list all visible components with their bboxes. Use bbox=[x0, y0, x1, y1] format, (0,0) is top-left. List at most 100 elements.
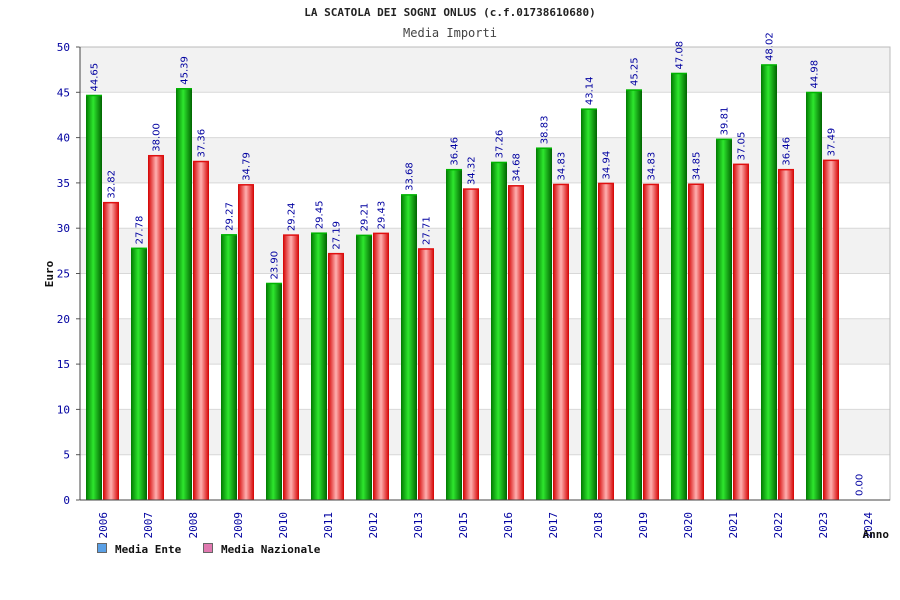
bar-ente bbox=[446, 169, 462, 500]
x-tick-label: 2016 bbox=[502, 512, 515, 539]
data-label: 29.24 bbox=[287, 202, 298, 231]
grid-band bbox=[80, 182, 890, 229]
y-tick-label: 25 bbox=[57, 268, 70, 281]
data-label: 29.21 bbox=[360, 203, 371, 232]
x-tick-label: 2012 bbox=[367, 512, 380, 539]
y-tick-label: 45 bbox=[57, 86, 70, 99]
x-tick-label: 2023 bbox=[817, 512, 830, 539]
bar-nazionale bbox=[643, 184, 659, 501]
data-label: 34.68 bbox=[512, 153, 523, 182]
x-tick-label: 2020 bbox=[682, 512, 695, 539]
data-label: 37.49 bbox=[827, 128, 838, 157]
legend-label-ente: Media Ente bbox=[115, 543, 182, 556]
y-tick-label: 20 bbox=[57, 313, 70, 326]
bar-nazionale bbox=[373, 233, 389, 500]
x-tick-label: 2015 bbox=[457, 512, 470, 539]
data-label: 37.36 bbox=[197, 129, 208, 158]
chart-subtitle: Media Importi bbox=[403, 26, 497, 40]
bar-nazionale bbox=[823, 160, 839, 500]
x-tick-label: 2017 bbox=[547, 512, 560, 539]
bar-ente bbox=[86, 95, 102, 500]
bar-nazionale bbox=[418, 248, 434, 500]
bar-ente bbox=[536, 148, 552, 500]
x-axis-title: Anno bbox=[863, 528, 890, 541]
data-label: 23.90 bbox=[270, 251, 281, 280]
x-tick-label: 2018 bbox=[592, 512, 605, 539]
grid-band bbox=[80, 92, 890, 138]
y-tick-label: 35 bbox=[57, 177, 70, 190]
x-tick-label: 2022 bbox=[772, 512, 785, 539]
bar-ente bbox=[626, 90, 642, 500]
data-label: 34.83 bbox=[647, 152, 658, 181]
grid-band bbox=[80, 318, 890, 365]
y-tick-label: 0 bbox=[63, 494, 70, 507]
legend-swatch-ente bbox=[97, 543, 107, 553]
data-label: 38.83 bbox=[540, 116, 551, 145]
grid-band bbox=[80, 409, 890, 455]
y-tick-label: 10 bbox=[57, 403, 70, 416]
legend-item-ente: Media Ente bbox=[97, 543, 181, 556]
data-label: 38.00 bbox=[152, 123, 163, 152]
bar-ente bbox=[716, 139, 732, 500]
data-label: 39.81 bbox=[720, 107, 731, 136]
x-tick-label: 2021 bbox=[727, 512, 740, 539]
x-tick-label: 2019 bbox=[637, 512, 650, 539]
data-label: 0.00 bbox=[855, 474, 866, 496]
bar-ente bbox=[176, 88, 192, 500]
grid-band bbox=[80, 137, 890, 183]
legend-swatch-nazionale bbox=[203, 543, 213, 553]
bar-nazionale bbox=[688, 184, 704, 500]
bar-ente bbox=[221, 234, 237, 501]
bar-ente bbox=[266, 283, 282, 500]
bar-nazionale bbox=[733, 164, 749, 500]
y-tick-label: 5 bbox=[63, 449, 70, 462]
x-tick-label: 2007 bbox=[142, 512, 155, 539]
bar-ente bbox=[401, 194, 417, 501]
x-tick-label: 2008 bbox=[187, 512, 200, 539]
grid-band bbox=[80, 273, 890, 319]
bar-nazionale bbox=[238, 184, 254, 500]
grid-band bbox=[80, 454, 890, 500]
legend-item-nazionale: Media Nazionale bbox=[203, 543, 320, 556]
data-label: 34.94 bbox=[602, 151, 613, 180]
bar-ente bbox=[671, 73, 687, 500]
data-label: 45.39 bbox=[180, 56, 191, 85]
data-label: 33.68 bbox=[405, 162, 416, 191]
grid-band bbox=[80, 364, 890, 410]
y-tick-label: 50 bbox=[57, 41, 70, 54]
bar-ente bbox=[581, 109, 597, 500]
legend-label-nazionale: Media Nazionale bbox=[221, 543, 321, 556]
bar-nazionale bbox=[103, 202, 119, 500]
grid-band bbox=[80, 228, 890, 274]
bar-nazionale bbox=[328, 253, 344, 500]
data-label: 47.08 bbox=[675, 41, 686, 70]
data-label: 43.14 bbox=[585, 77, 596, 106]
bar-nazionale bbox=[283, 235, 299, 500]
data-label: 37.26 bbox=[495, 130, 506, 159]
data-label: 44.98 bbox=[810, 60, 821, 89]
bar-ente bbox=[491, 162, 507, 501]
data-label: 27.19 bbox=[332, 221, 343, 250]
x-tick-label: 2010 bbox=[277, 512, 290, 539]
y-tick-label: 40 bbox=[57, 132, 70, 145]
x-tick-label: 2009 bbox=[232, 512, 245, 539]
bar-ente bbox=[761, 64, 777, 501]
data-label: 29.43 bbox=[377, 201, 388, 230]
x-tick-label: 2024 bbox=[862, 512, 875, 539]
x-tick-label: 2006 bbox=[97, 512, 110, 539]
data-label: 29.27 bbox=[225, 202, 236, 231]
bar-ente bbox=[311, 233, 327, 501]
bar-ente bbox=[806, 92, 822, 500]
bar-ente bbox=[131, 248, 147, 500]
bar-nazionale bbox=[598, 183, 614, 500]
chart-title: LA SCATOLA DEI SOGNI ONLUS (c.f.01738610… bbox=[304, 6, 596, 19]
data-label: 44.65 bbox=[90, 63, 101, 92]
data-label: 34.32 bbox=[467, 156, 478, 185]
data-label: 29.45 bbox=[315, 201, 326, 230]
data-label: 27.71 bbox=[422, 216, 433, 245]
data-label: 32.82 bbox=[107, 170, 118, 199]
bar-nazionale bbox=[778, 169, 794, 500]
data-label: 37.05 bbox=[737, 132, 748, 161]
data-label: 34.79 bbox=[242, 152, 253, 181]
y-axis-title: Euro bbox=[43, 260, 56, 287]
